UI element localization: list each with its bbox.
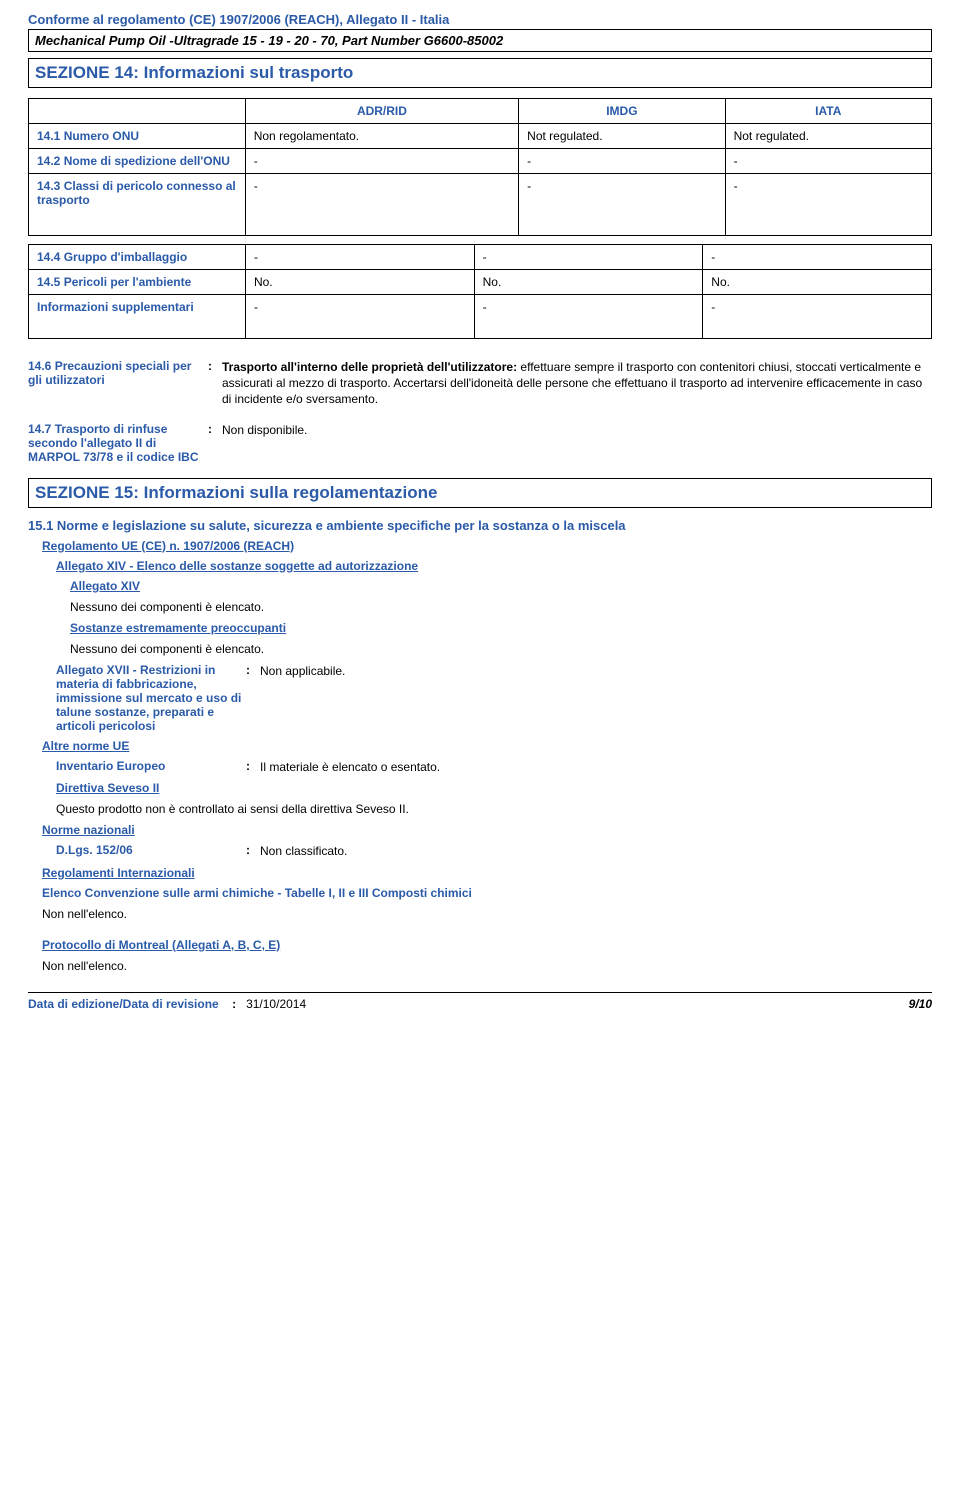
cell: Not regulated. xyxy=(725,124,931,149)
product-line: Mechanical Pump Oil -Ultragrade 15 - 19 … xyxy=(28,29,932,52)
row-label: 14.4 Gruppo d'imballaggio xyxy=(29,245,246,270)
cell: - xyxy=(703,295,932,339)
cell: - xyxy=(474,295,703,339)
row-label: 14.1 Numero ONU xyxy=(29,124,246,149)
cell: - xyxy=(519,174,725,236)
annex17-value: Non applicabile. xyxy=(260,663,932,679)
transport-table-2: 14.4 Gruppo d'imballaggio - - - 14.5 Per… xyxy=(28,244,932,339)
colon: : xyxy=(208,359,222,373)
footer-page: 9/10 xyxy=(909,997,932,1011)
not-in-list-2: Non nell'elenco. xyxy=(42,958,932,974)
table-empty-corner xyxy=(29,99,246,124)
colon: : xyxy=(246,759,260,773)
annex14-list-heading: Allegato XIV - Elenco delle sostanze sog… xyxy=(56,559,932,573)
dlgs-row: D.Lgs. 152/06 : Non classificato. xyxy=(56,843,932,859)
table-row: Informazioni supplementari - - - xyxy=(29,295,932,339)
cell: - xyxy=(519,149,725,174)
cell: Non regolamentato. xyxy=(245,124,518,149)
col-iata: IATA xyxy=(725,99,931,124)
table-row: 14.2 Nome di spedizione dell'ONU - - - xyxy=(29,149,932,174)
section-14-title: SEZIONE 14: Informazioni sul trasporto xyxy=(28,58,932,88)
bulk-transport-row: 14.7 Trasporto di rinfuse secondo l'alle… xyxy=(28,422,932,464)
annex14-heading: Allegato XIV xyxy=(70,579,932,593)
colon: : xyxy=(246,843,260,857)
seveso-heading: Direttiva Seveso II xyxy=(56,781,932,795)
annex17-row: Allegato XVII - Restrizioni in materia d… xyxy=(56,663,932,733)
table-row: 14.3 Classi di pericolo connesso al tras… xyxy=(29,174,932,236)
cell: - xyxy=(245,245,474,270)
inventory-label: Inventario Europeo xyxy=(56,759,246,773)
bulk-value: Non disponibile. xyxy=(222,422,932,438)
cell: No. xyxy=(474,270,703,295)
precautions-row: 14.6 Precauzioni speciali per gli utiliz… xyxy=(28,359,932,408)
footer-date-value: 31/10/2014 xyxy=(246,997,306,1011)
footer: Data di edizione/Data di revisione : 31/… xyxy=(28,992,932,1011)
cell: - xyxy=(245,149,518,174)
cell: - xyxy=(703,245,932,270)
bulk-label: 14.7 Trasporto di rinfuse secondo l'alle… xyxy=(28,422,208,464)
annex17-label: Allegato XVII - Restrizioni in materia d… xyxy=(56,663,246,733)
table-row: 14.5 Pericoli per l'ambiente No. No. No. xyxy=(29,270,932,295)
cell: No. xyxy=(703,270,932,295)
colon: : xyxy=(246,663,260,677)
footer-date-label: Data di edizione/Data di revisione xyxy=(28,997,219,1011)
seveso-text: Questo prodotto non è controllato ai sen… xyxy=(56,801,932,817)
precautions-label: 14.6 Precauzioni speciali per gli utiliz… xyxy=(28,359,208,387)
row-label: 14.3 Classi di pericolo connesso al tras… xyxy=(29,174,246,236)
cell: - xyxy=(725,149,931,174)
national-heading: Norme nazionali xyxy=(42,823,932,837)
precautions-value: Trasporto all'interno delle proprietà de… xyxy=(222,359,932,408)
inventory-value: Il materiale è elencato o esentato. xyxy=(260,759,932,775)
cell: Not regulated. xyxy=(519,124,725,149)
reach-heading: Regolamento UE (CE) n. 1907/2006 (REACH) xyxy=(42,539,932,553)
section-15-title: SEZIONE 15: Informazioni sulla regolamen… xyxy=(28,478,932,508)
col-imdg: IMDG xyxy=(519,99,725,124)
inventory-row: Inventario Europeo : Il materiale è elen… xyxy=(56,759,932,775)
dlgs-label: D.Lgs. 152/06 xyxy=(56,843,246,857)
other-eu-heading: Altre norme UE xyxy=(42,739,932,753)
none-listed-2: Nessuno dei componenti è elencato. xyxy=(70,641,932,657)
cell: - xyxy=(725,174,931,236)
cell: No. xyxy=(245,270,474,295)
row-label: 14.2 Nome di spedizione dell'ONU xyxy=(29,149,246,174)
table-row: 14.4 Gruppo d'imballaggio - - - xyxy=(29,245,932,270)
table-row: 14.1 Numero ONU Non regolamentato. Not r… xyxy=(29,124,932,149)
cell: - xyxy=(245,174,518,236)
regulation-line: Conforme al regolamento (CE) 1907/2006 (… xyxy=(28,12,932,27)
not-in-list-1: Non nell'elenco. xyxy=(42,906,932,922)
dlgs-value: Non classificato. xyxy=(260,843,932,859)
cell: - xyxy=(474,245,703,270)
intl-heading: Regolamenti Internazionali xyxy=(42,866,932,880)
footer-left: Data di edizione/Data di revisione : 31/… xyxy=(28,997,306,1011)
transport-table-1: ADR/RID IMDG IATA 14.1 Numero ONU Non re… xyxy=(28,98,932,236)
cell: - xyxy=(245,295,474,339)
col-adr: ADR/RID xyxy=(245,99,518,124)
colon: : xyxy=(208,422,222,436)
row-label: Informazioni supplementari xyxy=(29,295,246,339)
svhc-heading: Sostanze estremamente preoccupanti xyxy=(70,621,932,635)
heading-15-1: 15.1 Norme e legislazione su salute, sic… xyxy=(28,518,932,533)
cwc-heading: Elenco Convenzione sulle armi chimiche -… xyxy=(42,886,932,900)
row-label: 14.5 Pericoli per l'ambiente xyxy=(29,270,246,295)
montreal-heading: Protocollo di Montreal (Allegati A, B, C… xyxy=(42,938,932,952)
none-listed-1: Nessuno dei componenti è elencato. xyxy=(70,599,932,615)
